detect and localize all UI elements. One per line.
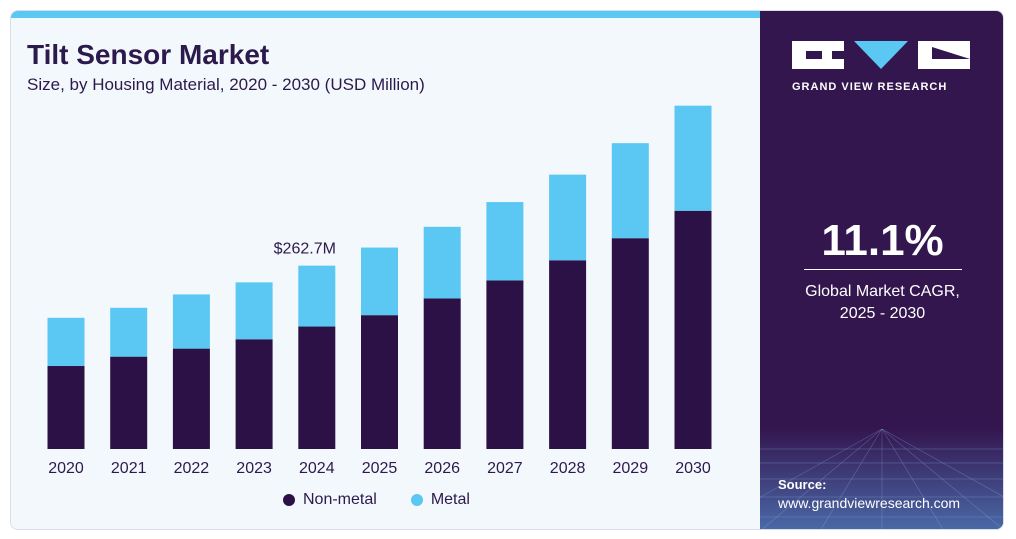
bar-metal-2024 [298,265,336,327]
bar-metal-2022 [172,294,210,349]
bar-metal-2028 [549,174,587,261]
bar-non-metal-2023 [235,339,273,449]
chart-subtitle: Size, by Housing Material, 2020 - 2030 (… [27,75,425,94]
brand-name: GRAND VIEW RESEARCH [792,81,948,93]
x-tick-label: 2027 [487,460,523,477]
source-label: Source: [778,477,827,492]
cagr-label-line1: Global Market CAGR, [805,283,960,300]
bar-metal-2025 [361,247,398,316]
bar-non-metal-2025 [361,315,398,449]
x-tick-label: 2021 [111,460,147,477]
bar-non-metal-2026 [423,298,461,449]
x-tick-label: 2026 [424,460,460,477]
chart-card: Tilt Sensor Market Size, by Housing Mate… [10,10,1004,530]
legend-item-metal: Metal [410,491,470,509]
legend-label-metal: Metal [430,491,470,508]
bar-non-metal-2021 [110,356,148,449]
cagr-divider [804,269,962,270]
bar-chart: 2020 2021 2022 2023 2024 $262.7M 2025 2026 2027 2… [47,105,712,477]
grand-view-research-logo [792,39,972,73]
x-tick-label: 2025 [362,460,398,477]
bar-non-metal-2020 [47,366,85,449]
grid-decoration [760,429,1003,529]
bar-metal-2020 [47,317,85,367]
brand-panel: GRAND VIEW RESEARCH 11.1% Global Market … [760,11,1003,529]
bar-metal-2027 [486,202,524,281]
legend-swatch-non-metal [283,494,295,506]
bar-non-metal-2024 [298,326,336,449]
bar-metal-2023 [235,282,273,340]
x-tick-label: 2024 [299,460,335,477]
x-tick-label: 2030 [675,460,711,477]
chart-panel: Tilt Sensor Market Size, by Housing Mate… [11,11,760,529]
accent-bar [11,11,760,18]
legend-label-non-metal: Non-metal [303,491,377,508]
x-tick-label: 2022 [174,460,210,477]
x-tick-label: 2029 [613,460,649,477]
x-tick-label: 2023 [236,460,272,477]
chart-title: Tilt Sensor Market [27,39,270,70]
bar-non-metal-2028 [549,260,587,449]
data-label-annotation: $262.7M [274,241,336,258]
bar-non-metal-2022 [172,348,210,449]
cagr-value: 11.1% [821,216,944,265]
source-url: www.grandviewresearch.com [778,495,961,511]
bar-metal-2026 [423,226,461,299]
bar-metal-2030 [674,105,712,211]
bar-non-metal-2030 [674,210,712,449]
chart-legend: Non-metal Metal [283,491,504,509]
cagr-label-line2: 2025 - 2030 [839,305,926,322]
legend-item-non-metal: Non-metal [283,491,377,509]
legend-swatch-metal [410,494,423,506]
bar-non-metal-2029 [611,238,649,449]
x-tick-label: 2028 [550,460,586,477]
x-tick-label: 2020 [48,460,84,477]
bar-metal-2021 [110,307,148,357]
cagr-label: Global Market CAGR, 2025 - 2030 [760,281,1003,325]
bar-non-metal-2027 [486,280,524,449]
bar-metal-2029 [611,143,649,239]
